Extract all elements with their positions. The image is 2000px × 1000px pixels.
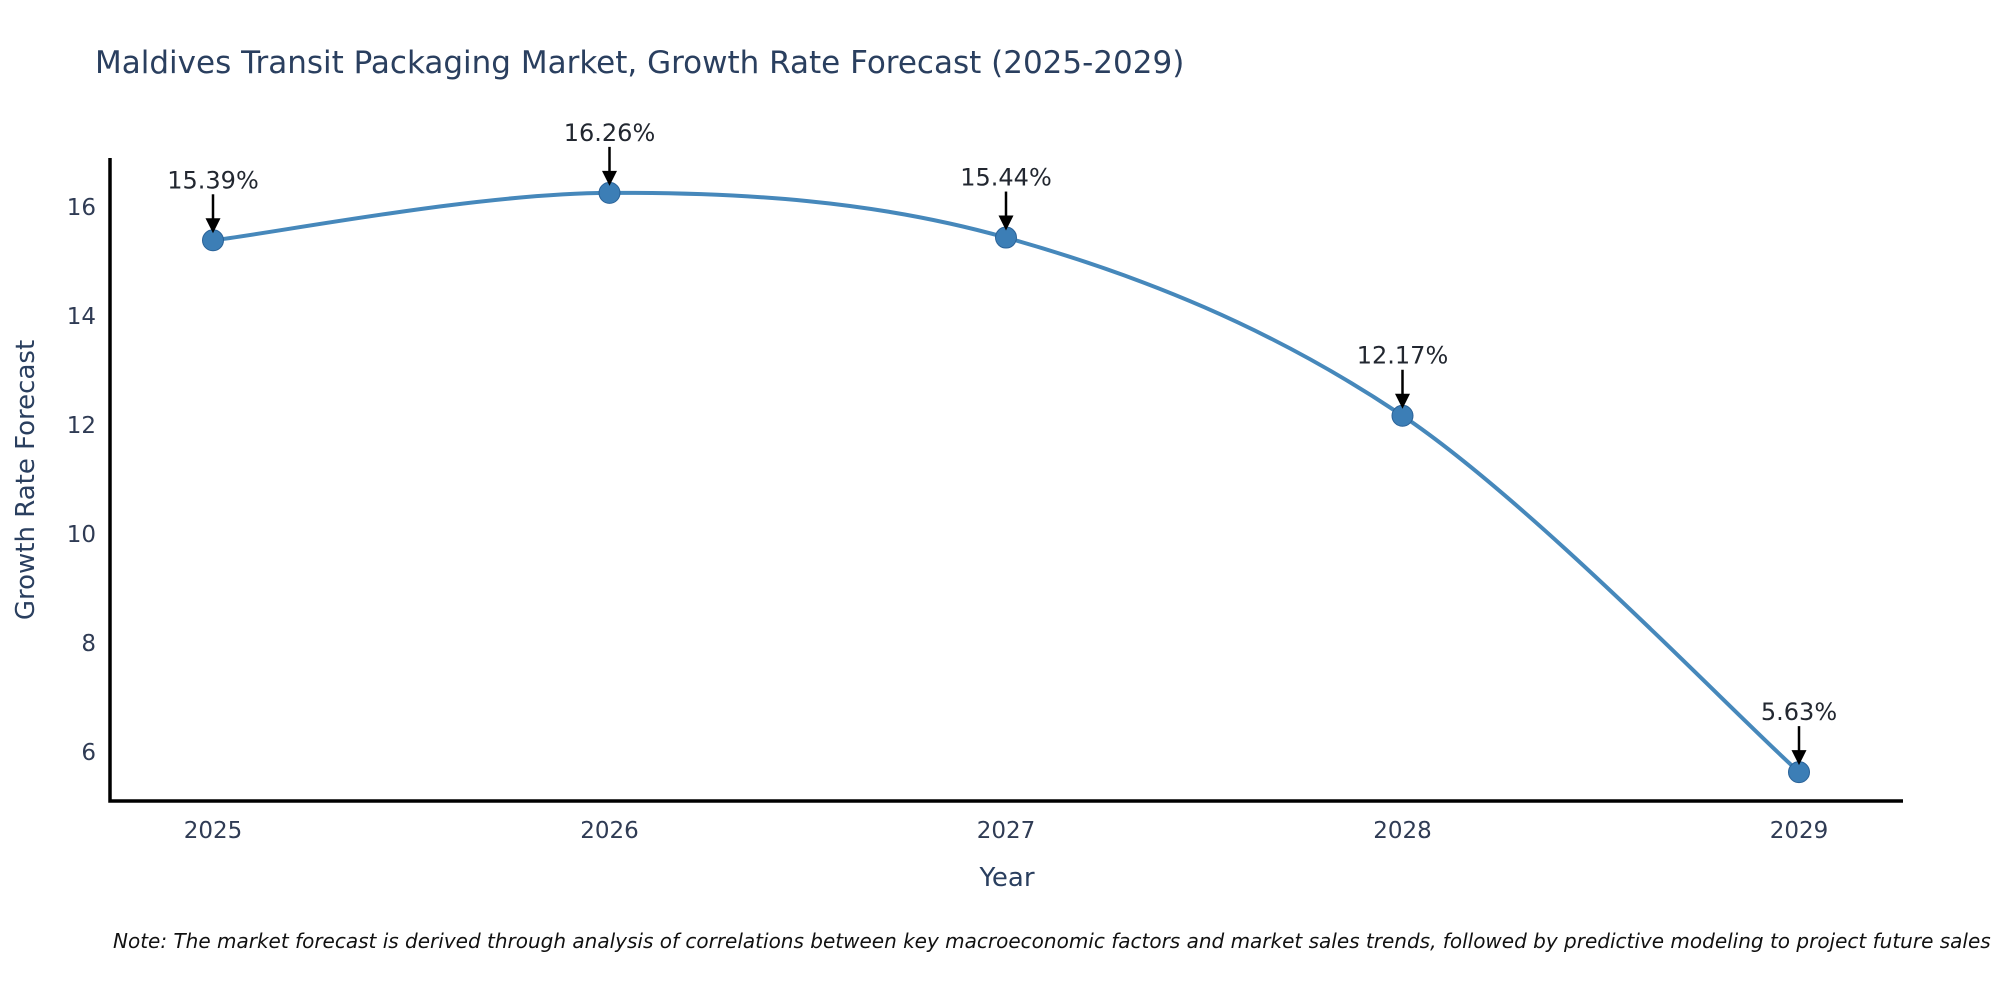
footnote: Note: The market forecast is derived thr… (113, 929, 1991, 953)
data-point-label: 16.26% (564, 119, 656, 147)
data-point-label: 15.44% (960, 164, 1052, 192)
y-tick-label: 16 (67, 195, 96, 221)
series-line (211, 190, 1801, 775)
x-axis-title: Year (978, 863, 1034, 893)
x-tick-label: 2025 (184, 818, 243, 844)
annotation-arrow-head (602, 170, 617, 186)
x-tick-label: 2026 (580, 818, 639, 844)
line-series (202, 181, 1810, 784)
y-tick-label: 10 (67, 522, 96, 548)
point-annotations: 15.39% 16.26% 15.44% 12.17% 5.63% (167, 119, 1837, 766)
annotation-arrow-head (205, 218, 221, 234)
axes (108, 158, 1903, 803)
data-point-label: 15.39% (167, 166, 259, 194)
annotation-arrow-head (1791, 750, 1807, 766)
y-tick-label: 6 (81, 740, 96, 766)
data-point-label: 5.63% (1761, 698, 1837, 726)
y-axis-ticks: 6 8 10 12 14 16 (67, 195, 96, 766)
chart-title: Maldives Transit Packaging Market, Growt… (95, 45, 1184, 81)
x-tick-label: 2027 (977, 818, 1036, 844)
y-tick-label: 8 (81, 631, 96, 657)
y-tick-label: 14 (67, 304, 96, 330)
y-axis-title: Growth Rate Forecast (11, 340, 41, 620)
annotation-arrow-head (1395, 393, 1410, 409)
y-tick-label: 12 (67, 413, 96, 439)
x-axis-ticks: 2025 2026 2027 2028 2029 (184, 818, 1829, 844)
x-tick-label: 2028 (1373, 818, 1432, 844)
axis-lines (108, 158, 1903, 803)
x-tick-label: 2029 (1770, 818, 1829, 844)
data-point-label: 12.17% (1357, 342, 1449, 370)
annotation-arrow-head (998, 215, 1014, 231)
